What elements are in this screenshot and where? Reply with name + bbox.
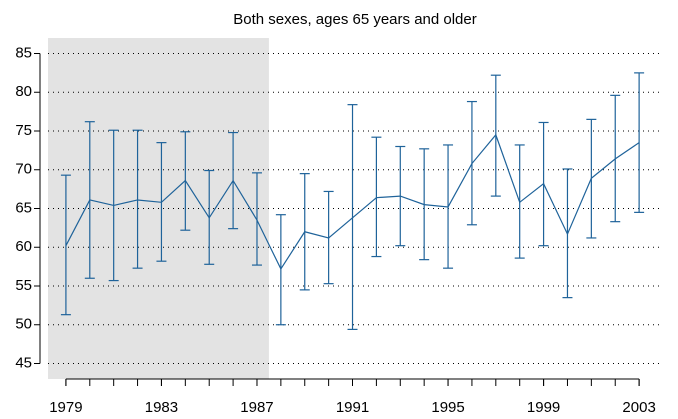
y-tick-label: 70 [15, 161, 32, 178]
x-tick-label: 1991 [336, 399, 369, 416]
x-tick-label: 1979 [49, 399, 82, 416]
error-bar [251, 172, 262, 266]
y-tick-label: 65 [15, 199, 32, 216]
x-tick-label: 1987 [240, 399, 273, 416]
chart-title: Both sexes, ages 65 years and older [233, 11, 477, 28]
y-tick-label: 85 [15, 44, 32, 61]
x-tick-label: 1999 [527, 399, 560, 416]
line [65, 133, 640, 271]
y-tick-label: 75 [15, 122, 32, 139]
error-bar [371, 136, 382, 258]
x-tick-label: 2003 [622, 399, 655, 416]
y-tick-label: 55 [15, 277, 32, 294]
y-tick-label: 45 [15, 354, 32, 371]
y-tick-label: 50 [15, 316, 32, 333]
x-tick-label: 1983 [145, 399, 178, 416]
y-tick-label: 60 [15, 238, 32, 255]
error-bar [132, 129, 143, 269]
x-tick-label: 1995 [431, 399, 464, 416]
y-tick-label: 80 [15, 83, 32, 100]
